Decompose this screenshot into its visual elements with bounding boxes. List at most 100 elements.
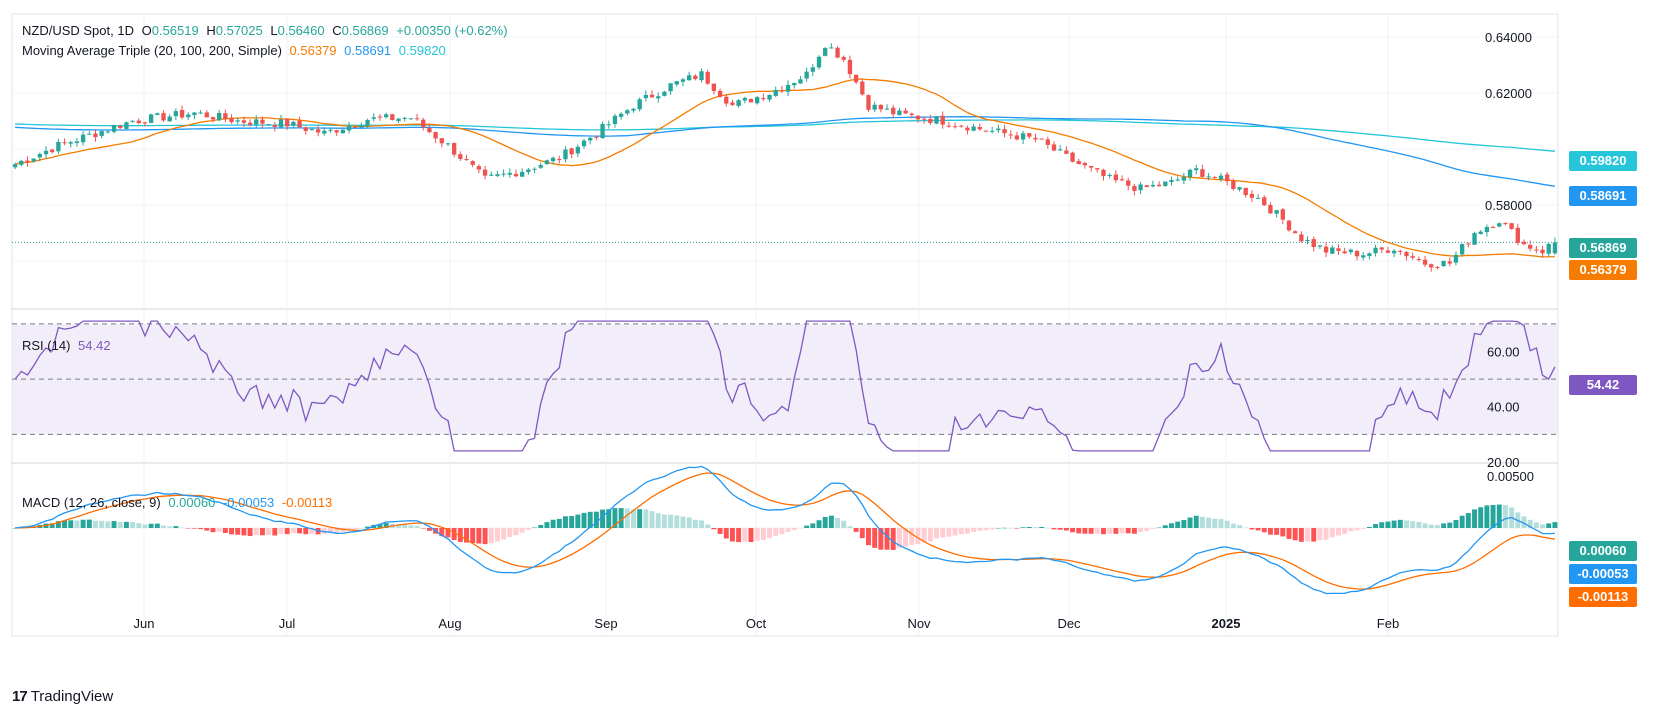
candle-body	[254, 119, 259, 125]
macd-histogram-bar	[847, 526, 853, 528]
candle-body	[1255, 197, 1261, 199]
candle-body	[1404, 251, 1409, 257]
macd-histogram-bar	[940, 528, 946, 538]
macd-histogram-bar	[587, 511, 593, 528]
tradingview-logo[interactable]: 17 TradingView	[12, 688, 113, 705]
macd-histogram-bar	[1026, 526, 1032, 528]
macd-histogram-bar	[1107, 528, 1113, 534]
macd-histogram-bar	[680, 516, 686, 528]
macd-histogram-bar	[1540, 524, 1546, 528]
candle-body	[730, 102, 735, 105]
candle-body	[328, 129, 333, 131]
time-tick-label: Oct	[746, 616, 767, 631]
candle-body	[291, 121, 296, 126]
rsi-line	[14, 320, 1556, 452]
macd-histogram-bar	[62, 520, 68, 528]
candle-body	[1175, 179, 1180, 181]
macd-histogram-bar	[1032, 527, 1038, 528]
macd-histogram-bar	[99, 520, 105, 528]
candle-body	[19, 160, 24, 165]
macd-histogram-bar	[488, 528, 494, 544]
macd-histogram-bar	[699, 520, 704, 528]
macd-histogram-bar	[1348, 528, 1354, 532]
candle-body	[1070, 152, 1075, 162]
candle-body	[662, 91, 667, 96]
macd-histogram-bar	[482, 528, 488, 545]
candle-body	[241, 120, 247, 123]
macd-histogram-bar	[1002, 527, 1008, 529]
candle-body	[396, 118, 401, 122]
candle-body	[600, 123, 605, 139]
macd-histogram-bar	[1354, 528, 1360, 531]
macd-histogram-bar	[1292, 528, 1298, 541]
candle-body	[408, 118, 414, 120]
candle-body	[1039, 138, 1044, 140]
macd-histogram-bar	[1261, 528, 1267, 533]
macd-histogram-bar	[426, 528, 432, 531]
candle-body	[223, 113, 228, 120]
candle-body	[179, 109, 185, 118]
macd-histogram-bar	[575, 514, 581, 528]
candle-body	[482, 169, 488, 176]
macd-histogram-bar	[111, 521, 117, 528]
candle-body	[111, 125, 117, 132]
macd-histogram-bar	[822, 517, 828, 528]
candle-body	[1002, 129, 1007, 134]
macd-histogram-bar	[742, 528, 748, 542]
macd-histogram-bar	[804, 525, 810, 528]
candle-body	[1181, 176, 1187, 181]
macd-histogram-bar	[859, 528, 865, 539]
macd-histogram-bar	[346, 528, 352, 531]
candle-body	[637, 99, 642, 110]
macd-histogram-bar	[130, 522, 136, 528]
macd-histogram-bar	[1478, 507, 1484, 528]
ma-legend: Moving Average Triple (20, 100, 200, Sim…	[22, 43, 450, 59]
macd-histogram-bar	[1416, 521, 1422, 528]
macd-histogram-bar	[229, 528, 235, 535]
ma20-line	[14, 78, 1555, 258]
macd-histogram-bar	[1546, 523, 1552, 528]
macd-histogram-bar	[1138, 528, 1144, 532]
macd-histogram-bar	[1249, 528, 1255, 530]
macd-histogram-bar	[1360, 528, 1366, 529]
open-label: O	[141, 23, 152, 38]
macd-histogram-bar	[723, 528, 729, 539]
macd-histogram-bar	[352, 528, 358, 530]
candle-body	[266, 124, 271, 126]
candle-body	[891, 107, 896, 115]
macd-histogram-bar	[513, 528, 519, 536]
candle-body	[649, 94, 655, 98]
macd-histogram-bar	[1150, 528, 1156, 529]
candle-body	[93, 133, 98, 138]
candle-body	[186, 114, 191, 118]
candle-body	[470, 161, 475, 165]
candle-body	[74, 141, 80, 143]
candle-body	[260, 119, 265, 124]
candle-body	[1020, 133, 1026, 140]
candle-body	[1447, 261, 1452, 264]
candle-body	[532, 168, 537, 170]
macd-histogram-bar	[1057, 528, 1063, 530]
candle-body	[1459, 243, 1465, 255]
macd-histogram-bar	[612, 508, 618, 528]
candle-body	[1336, 248, 1341, 251]
candle-body	[235, 120, 240, 122]
candle-body	[1113, 174, 1119, 181]
candle-body	[1490, 226, 1496, 228]
macd-hist-value: 0.00060	[168, 495, 216, 510]
candle-body	[1280, 209, 1285, 220]
macd-histogram-bar	[661, 514, 667, 528]
macd-histogram-bar	[241, 528, 247, 536]
macd-histogram-bar	[123, 521, 129, 528]
candle-body	[1014, 135, 1020, 140]
macd-histogram-bar	[204, 528, 210, 531]
macd-histogram-bar	[1243, 527, 1249, 529]
macd-histogram-bar	[340, 528, 346, 533]
macd-histogram-bar	[525, 528, 531, 530]
candle-body	[142, 122, 148, 124]
candle-body	[118, 125, 123, 129]
candle-body	[1144, 185, 1149, 188]
macd-histogram-bar	[259, 528, 265, 536]
time-tick-label: Jul	[279, 616, 296, 631]
